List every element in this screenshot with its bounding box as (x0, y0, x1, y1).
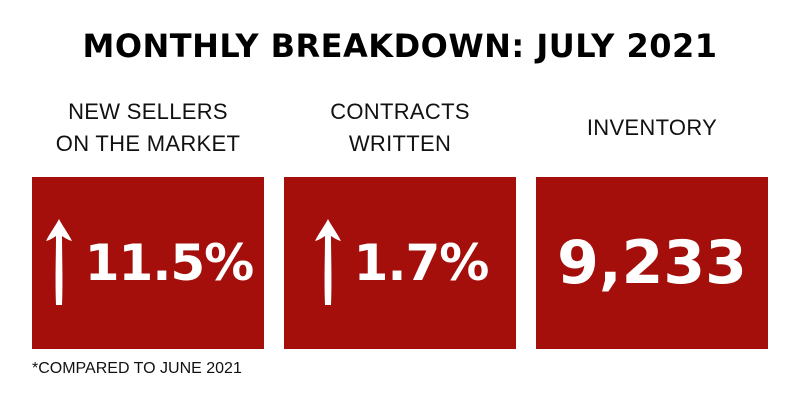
stat-label: INVENTORY (536, 88, 768, 168)
stat-contracts-written: CONTRACTS WRITTEN 1.7% (284, 88, 516, 349)
stat-new-sellers: NEW SELLERS ON THE MARKET 11.5% (32, 88, 264, 349)
stat-label-text: NEW SELLERS ON THE MARKET (55, 99, 241, 156)
stat-label-text: INVENTORY (586, 115, 718, 140)
stat-label: NEW SELLERS ON THE MARKET (32, 88, 264, 168)
stat-value: 1.7% (353, 234, 490, 292)
stat-inventory: INVENTORY 9,233 (536, 88, 768, 349)
stat-label: CONTRACTS WRITTEN (284, 88, 516, 168)
stat-label-text: CONTRACTS WRITTEN (330, 99, 470, 156)
arrow-up-icon (45, 219, 72, 305)
page-title: MONTHLY BREAKDOWN: JULY 2021 (82, 27, 718, 65)
stat-card: 9,233 (536, 177, 768, 349)
footnote: *COMPARED TO JUNE 2021 (32, 360, 242, 377)
stat-value: 9,233 (557, 228, 747, 298)
stat-card: 11.5% (32, 177, 264, 349)
arrow-up-icon (314, 219, 341, 305)
stat-value: 11.5% (84, 234, 254, 292)
stat-card: 1.7% (284, 177, 516, 349)
